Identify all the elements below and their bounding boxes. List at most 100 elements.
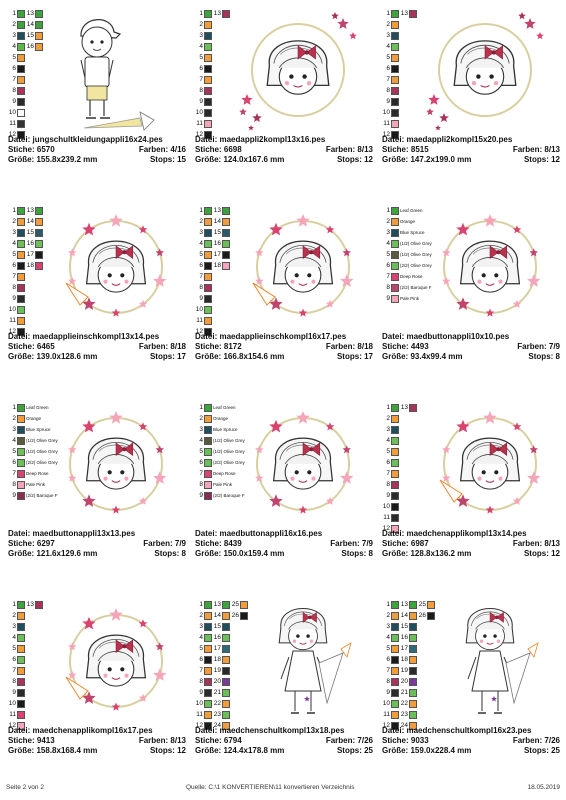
- color-swatch: [391, 228, 399, 237]
- swatch-number: 3: [12, 229, 16, 236]
- design-size: 124.4x178.8 mm: [223, 746, 285, 755]
- size-stops-row: Größe: 158.8x168.4 mm Stops: 12: [8, 746, 186, 755]
- swatch-row: 12: [8, 326, 88, 337]
- swatch-row: 3 Blue Spruce: [8, 424, 88, 435]
- color-swatch: [204, 316, 212, 325]
- design-info: Datei: maedbuttonappli13x13.pes Stiche: …: [8, 529, 186, 559]
- star-shape: [111, 505, 121, 514]
- stitch-count: 8515: [410, 145, 429, 154]
- color-swatch: [391, 611, 399, 620]
- swatch-number: 10: [382, 503, 390, 510]
- stitch-count: 6570: [36, 145, 55, 154]
- file-name: Datei: maedbuttonappli16x16.pes: [195, 529, 323, 538]
- swatch-number: 11: [196, 711, 203, 718]
- star-shape: [138, 299, 148, 308]
- stop-count: 25: [364, 746, 373, 755]
- swatch-row: 2 14 26: [382, 610, 462, 621]
- swatch-number: 1: [386, 404, 390, 411]
- swatch-number: 4: [386, 634, 390, 641]
- swatch-row: 7: [8, 665, 88, 676]
- star-shape: [82, 494, 96, 507]
- star-shape: [439, 113, 449, 122]
- swatch-number: 23: [213, 711, 221, 718]
- star-shape: [325, 496, 335, 505]
- stitch-color-row: Stiche: 6698 Farben: 8/13: [195, 145, 373, 154]
- file-name: Datei: maedapplieinschkompl13x14.pes: [8, 332, 160, 341]
- swatch-row: 11 23: [382, 709, 462, 720]
- color-swatch: [204, 710, 212, 719]
- color-swatch: [391, 239, 399, 248]
- color-swatch: [204, 480, 212, 489]
- swatch-row: 5 (1/2) Olive Grey: [382, 249, 462, 260]
- color-swatch: [204, 622, 212, 631]
- color-swatch: [35, 9, 43, 18]
- girl-figure: [278, 608, 352, 714]
- star-shape: [512, 225, 522, 234]
- swatch-row: 1 Leaf Green: [8, 402, 88, 413]
- stitch-color-row: Stiche: 8439 Farben: 7/9: [195, 539, 373, 548]
- star-shape: [340, 274, 354, 287]
- color-swatch: [17, 239, 25, 248]
- star-shape: [342, 248, 351, 257]
- swatch-number: 8: [386, 284, 390, 291]
- color-count: 7/9: [361, 539, 373, 548]
- swatch-number: 12: [8, 722, 16, 729]
- swatch-number: 9: [199, 295, 203, 302]
- swatch-row: 1 13: [382, 402, 462, 413]
- swatch-number: 2: [199, 218, 203, 225]
- color-swatch: [204, 108, 212, 117]
- swatch-row: 11 23: [195, 709, 275, 720]
- swatch-number: 8: [386, 678, 390, 685]
- swatch-number: 1: [199, 10, 203, 17]
- swatch-number: 1: [12, 601, 16, 608]
- color-swatch: [409, 699, 417, 708]
- star-shape: [483, 214, 497, 227]
- stitch-count: 8172: [223, 342, 242, 351]
- embroidery-preview: [65, 214, 167, 317]
- swatch-row: 12: [382, 129, 462, 140]
- swatch-number: 6: [12, 65, 16, 72]
- star-shape: [109, 608, 123, 621]
- swatch-number: 24: [400, 722, 408, 729]
- stitch-count: 6987: [410, 539, 429, 548]
- file-name: Datei: maedchenapplikompl13x14.pes: [382, 529, 527, 538]
- swatch-number: 17: [400, 645, 408, 652]
- color-swatch: [427, 600, 435, 609]
- swatch-number: 1: [12, 207, 16, 214]
- stitch-count: 8439: [223, 539, 242, 548]
- color-swatch: [204, 294, 212, 303]
- color-swatch: [17, 86, 25, 95]
- color-swatch: [409, 710, 417, 719]
- swatch-number: 18: [213, 656, 221, 663]
- swatch-number: 1: [12, 404, 16, 411]
- swatch-number: 13: [26, 207, 34, 214]
- color-swatch: [391, 721, 399, 730]
- color-swatch: [204, 655, 212, 664]
- color-swatch: [391, 600, 399, 609]
- swatch-number: 8: [386, 481, 390, 488]
- swatch-number: 13: [400, 404, 408, 411]
- star-shape: [428, 94, 440, 105]
- stop-count: 17: [177, 352, 186, 361]
- school-cone: [252, 282, 276, 306]
- swatch-number: 9: [12, 98, 16, 105]
- design-info: Datei: maedbuttonappli10x10.pes Stiche: …: [382, 332, 560, 362]
- swatch-row: 10: [8, 698, 88, 709]
- color-swatch: [222, 611, 230, 620]
- swatch-number: 16: [213, 240, 221, 247]
- star-shape: [111, 308, 121, 317]
- swatch-number: 25: [418, 601, 426, 608]
- star-shape: [255, 445, 264, 454]
- design-info: Datei: maedapplieinschkompl16x17.pes Sti…: [195, 332, 373, 362]
- swatch-number: 2: [199, 612, 203, 619]
- design-info: Datei: maedappli2kompl13x16.pes Stiche: …: [195, 135, 373, 165]
- swatch-row: 4: [382, 435, 462, 446]
- swatch-number: 21: [213, 689, 221, 696]
- color-swatch: [17, 644, 25, 653]
- swatch-row: 2 Orange: [382, 216, 462, 227]
- color-swatch: [204, 436, 212, 445]
- swatch-number: 12: [382, 722, 390, 729]
- star-shape: [518, 12, 526, 20]
- star-shape: [340, 471, 354, 484]
- color-swatch: [391, 480, 399, 489]
